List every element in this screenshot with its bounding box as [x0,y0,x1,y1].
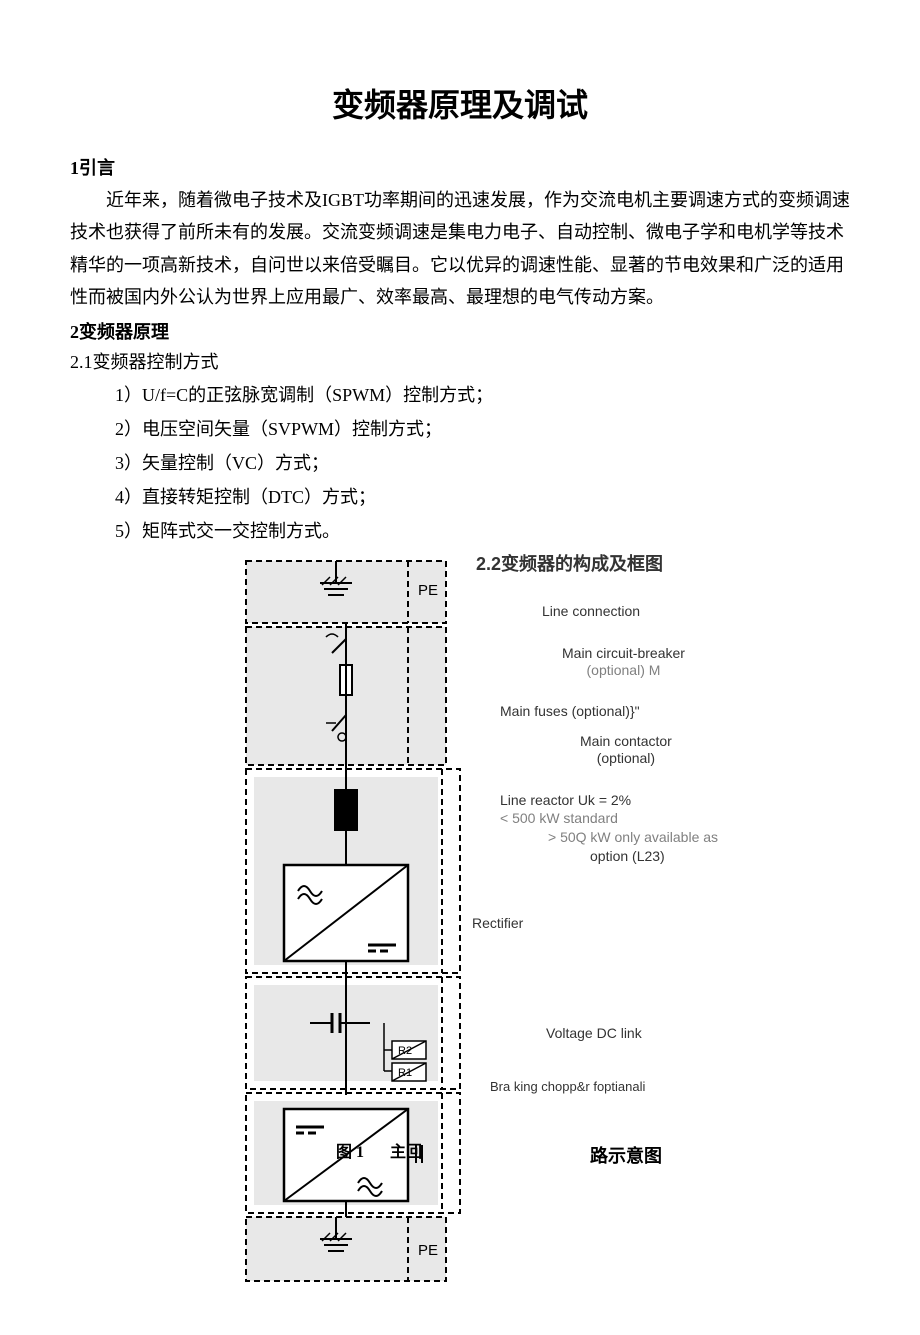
label-fuses: Main fuses (optional)}" [500,703,640,721]
pe-top-label: PE [418,582,438,599]
section-2-2-heading: 2.2变频器的构成及框图 [476,553,663,576]
label-rectifier: Rectifier [472,915,523,933]
label-line-connection: Line connection [542,603,640,621]
list-item: 5）矩阵式交一交控制方式。 [115,514,850,548]
svg-text:图 1: 图 1 [336,1143,364,1161]
label-breaker: Main circuit-breaker (optional) M [562,645,685,680]
list-item: 3）矢量控制（VC）方式； [115,446,850,480]
diagram-row: PE [70,555,850,1295]
label-cn-caption: 路示意图 [590,1145,662,1168]
control-methods-list: 1）U/f=C的正弦脉宽调制（SPWM）控制方式； 2）电压空间矢量（SVPWM… [70,378,850,549]
circuit-diagram: PE [240,555,470,1295]
section-2-1-heading: 2.1变频器控制方式 [70,348,850,374]
list-item: 1）U/f=C的正弦脉宽调制（SPWM）控制方式； [115,378,850,412]
section-1-heading: 1引言 [70,154,850,180]
list-item: 4）直接转矩控制（DTC）方式； [115,480,850,514]
label-reactor: Line reactor Uk = 2% < 500 kW standard >… [500,791,718,867]
svg-text:R1: R1 [398,1067,412,1079]
label-contactor: Main contactor (optional) [580,733,672,768]
svg-text:主回: 主回 [390,1142,422,1161]
svg-text:R2: R2 [398,1045,412,1057]
document-page: 变频器原理及调试 1引言 近年来，随着微电子技术及IGBT功率期间的迅速发展，作… [0,0,920,1335]
label-chopper: Bra king chopp&r foptianali [490,1079,645,1095]
page-title: 变频器原理及调试 [70,80,850,126]
intro-paragraph: 近年来，随着微电子技术及IGBT功率期间的迅速发展，作为交流电机主要调速方式的变… [70,184,850,314]
list-item: 2）电压空间矢量（SVPWM）控制方式； [115,412,850,446]
section-2-heading: 2变频器原理 [70,318,850,344]
label-dclink: Voltage DC link [546,1025,642,1043]
svg-text:PE: PE [418,1242,438,1259]
